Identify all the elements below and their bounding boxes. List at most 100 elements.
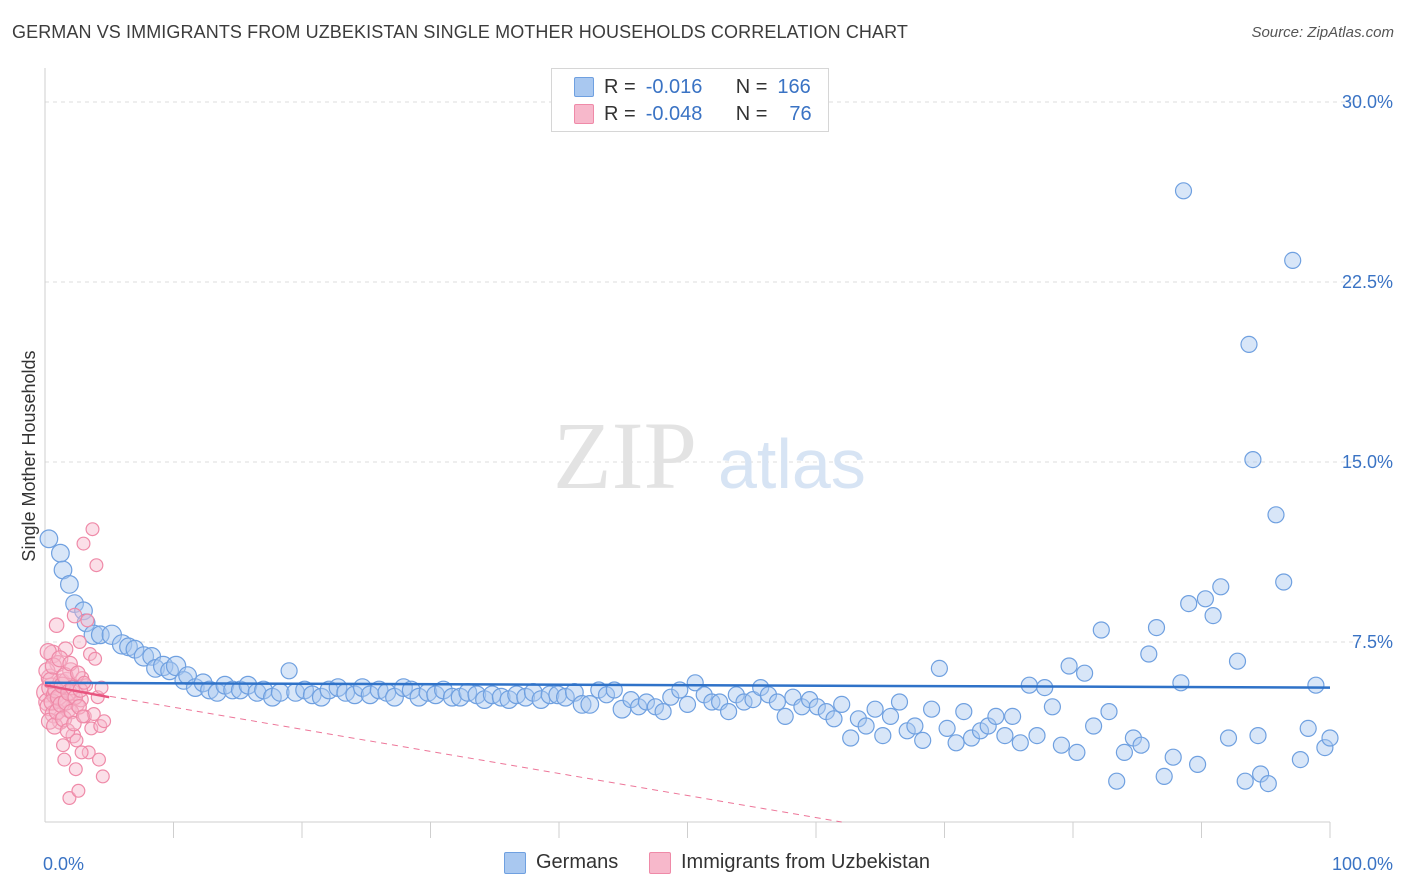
germans-point xyxy=(1259,774,1277,793)
grid-layer xyxy=(45,101,1365,643)
germans-point xyxy=(1244,451,1262,469)
series-legend-germans[interactable]: Germans xyxy=(504,851,618,874)
germans-trend-line xyxy=(44,681,1331,689)
germans-point xyxy=(1132,736,1150,754)
germans-point xyxy=(1267,506,1285,524)
germans-point xyxy=(1155,767,1173,786)
germans-point xyxy=(111,634,133,655)
germans-point xyxy=(947,734,965,752)
legend-r-label: R = xyxy=(604,102,636,125)
y-tick-label: 22.5% xyxy=(1342,272,1393,292)
uzbekistan-point xyxy=(91,752,106,767)
germans-point xyxy=(686,674,704,692)
germans-point xyxy=(1084,717,1103,735)
germans-point xyxy=(1060,657,1078,675)
germans-point xyxy=(962,729,981,747)
germans-point xyxy=(1249,726,1267,745)
germans-point xyxy=(1236,772,1254,790)
germans-point xyxy=(1291,750,1310,769)
germans-point xyxy=(200,680,219,700)
x-tick-label: 0.0% xyxy=(43,854,84,874)
legend-n-value: 166 xyxy=(777,75,811,98)
germans-point xyxy=(1219,729,1238,747)
y-tick-label: 7.5% xyxy=(1352,632,1393,652)
uzbekistan-point xyxy=(75,709,90,724)
germans-point xyxy=(930,659,949,678)
germans-point xyxy=(1075,664,1094,682)
germans-point xyxy=(768,693,787,711)
germans-point xyxy=(996,726,1014,745)
y-tick-label: 30.0% xyxy=(1342,92,1393,112)
legend-r-value: -0.016 xyxy=(645,75,703,98)
legend-r-label: R = xyxy=(604,75,636,98)
germans-point xyxy=(1299,719,1317,738)
uzbekistan-point xyxy=(86,706,101,721)
germans-point xyxy=(678,695,697,714)
germans-point xyxy=(776,707,794,726)
series-legend: Germans Immigrants from Uzbekistan xyxy=(0,851,1406,877)
legend-n-label: N = xyxy=(735,102,768,125)
germans-point xyxy=(890,693,909,711)
chart-title: GERMAN VS IMMIGRANTS FROM UZBEKISTAN SIN… xyxy=(12,22,908,42)
germans-point xyxy=(759,686,778,704)
uzbekistan-point xyxy=(66,607,83,624)
germans-point xyxy=(280,662,298,680)
uzbekistan-point xyxy=(57,752,72,767)
uzbekistan-point xyxy=(85,522,100,537)
germans-point xyxy=(874,726,892,745)
germans-point xyxy=(311,687,331,707)
uzbekistan-point xyxy=(72,634,87,649)
germans-point xyxy=(83,624,105,646)
uzbekistan-points xyxy=(36,522,112,805)
germans-point xyxy=(1028,726,1046,745)
germans-point xyxy=(51,543,70,563)
germans-point xyxy=(1115,743,1134,762)
watermark-atlas: atlas xyxy=(718,425,866,503)
legend-n-label: N = xyxy=(735,75,768,98)
germans-swatch xyxy=(504,851,526,874)
uzbekistan-point xyxy=(97,714,112,729)
germans-point xyxy=(74,601,93,621)
germans-point xyxy=(1052,736,1071,754)
germans-point xyxy=(1240,335,1258,353)
uzbekistan-point xyxy=(82,646,97,661)
germans-point xyxy=(90,625,110,645)
uzbekistan-point xyxy=(81,745,96,760)
germans-point xyxy=(1174,182,1193,200)
germans-label: Germans xyxy=(536,851,619,873)
germans-point xyxy=(572,695,592,714)
germans-point xyxy=(987,707,1005,726)
germans-point xyxy=(1100,702,1118,721)
uzbekistan-trend-extension xyxy=(44,684,842,823)
germans-point xyxy=(1321,729,1339,747)
germans-point xyxy=(1108,772,1126,790)
uzbekistan-point xyxy=(94,680,109,695)
germans-point xyxy=(1020,676,1038,694)
y-axis-label: Single Mother Households xyxy=(19,350,39,561)
germans-points xyxy=(39,182,1339,793)
uzbekistan-point xyxy=(69,733,84,748)
correlation-legend: R = -0.016 N = 166 R = -0.048 N = 76 xyxy=(551,68,829,132)
germans-point xyxy=(60,575,79,594)
germans-point xyxy=(133,646,155,667)
series-legend-uzbekistan[interactable]: Immigrants from Uzbekistan xyxy=(649,851,930,874)
germans-point xyxy=(1212,578,1230,596)
germans-point xyxy=(1204,606,1222,625)
uzbekistan-point xyxy=(51,650,69,668)
germans-point xyxy=(719,702,738,721)
uzbekistan-point xyxy=(88,651,103,666)
legend-swatch-pink xyxy=(574,104,594,124)
uzbekistan-trend-line xyxy=(44,683,110,699)
germans-point xyxy=(1068,743,1086,762)
uzbekistan-point xyxy=(48,617,65,633)
germans-point xyxy=(857,717,875,735)
uzbekistan-point xyxy=(68,762,83,777)
uzbekistan-point xyxy=(55,738,70,753)
uzbekistan-point xyxy=(95,769,110,784)
trend-lines xyxy=(44,681,1331,823)
germans-point xyxy=(938,719,956,738)
germans-point xyxy=(580,695,600,714)
germans-point xyxy=(540,685,560,705)
germans-point xyxy=(1003,707,1022,726)
